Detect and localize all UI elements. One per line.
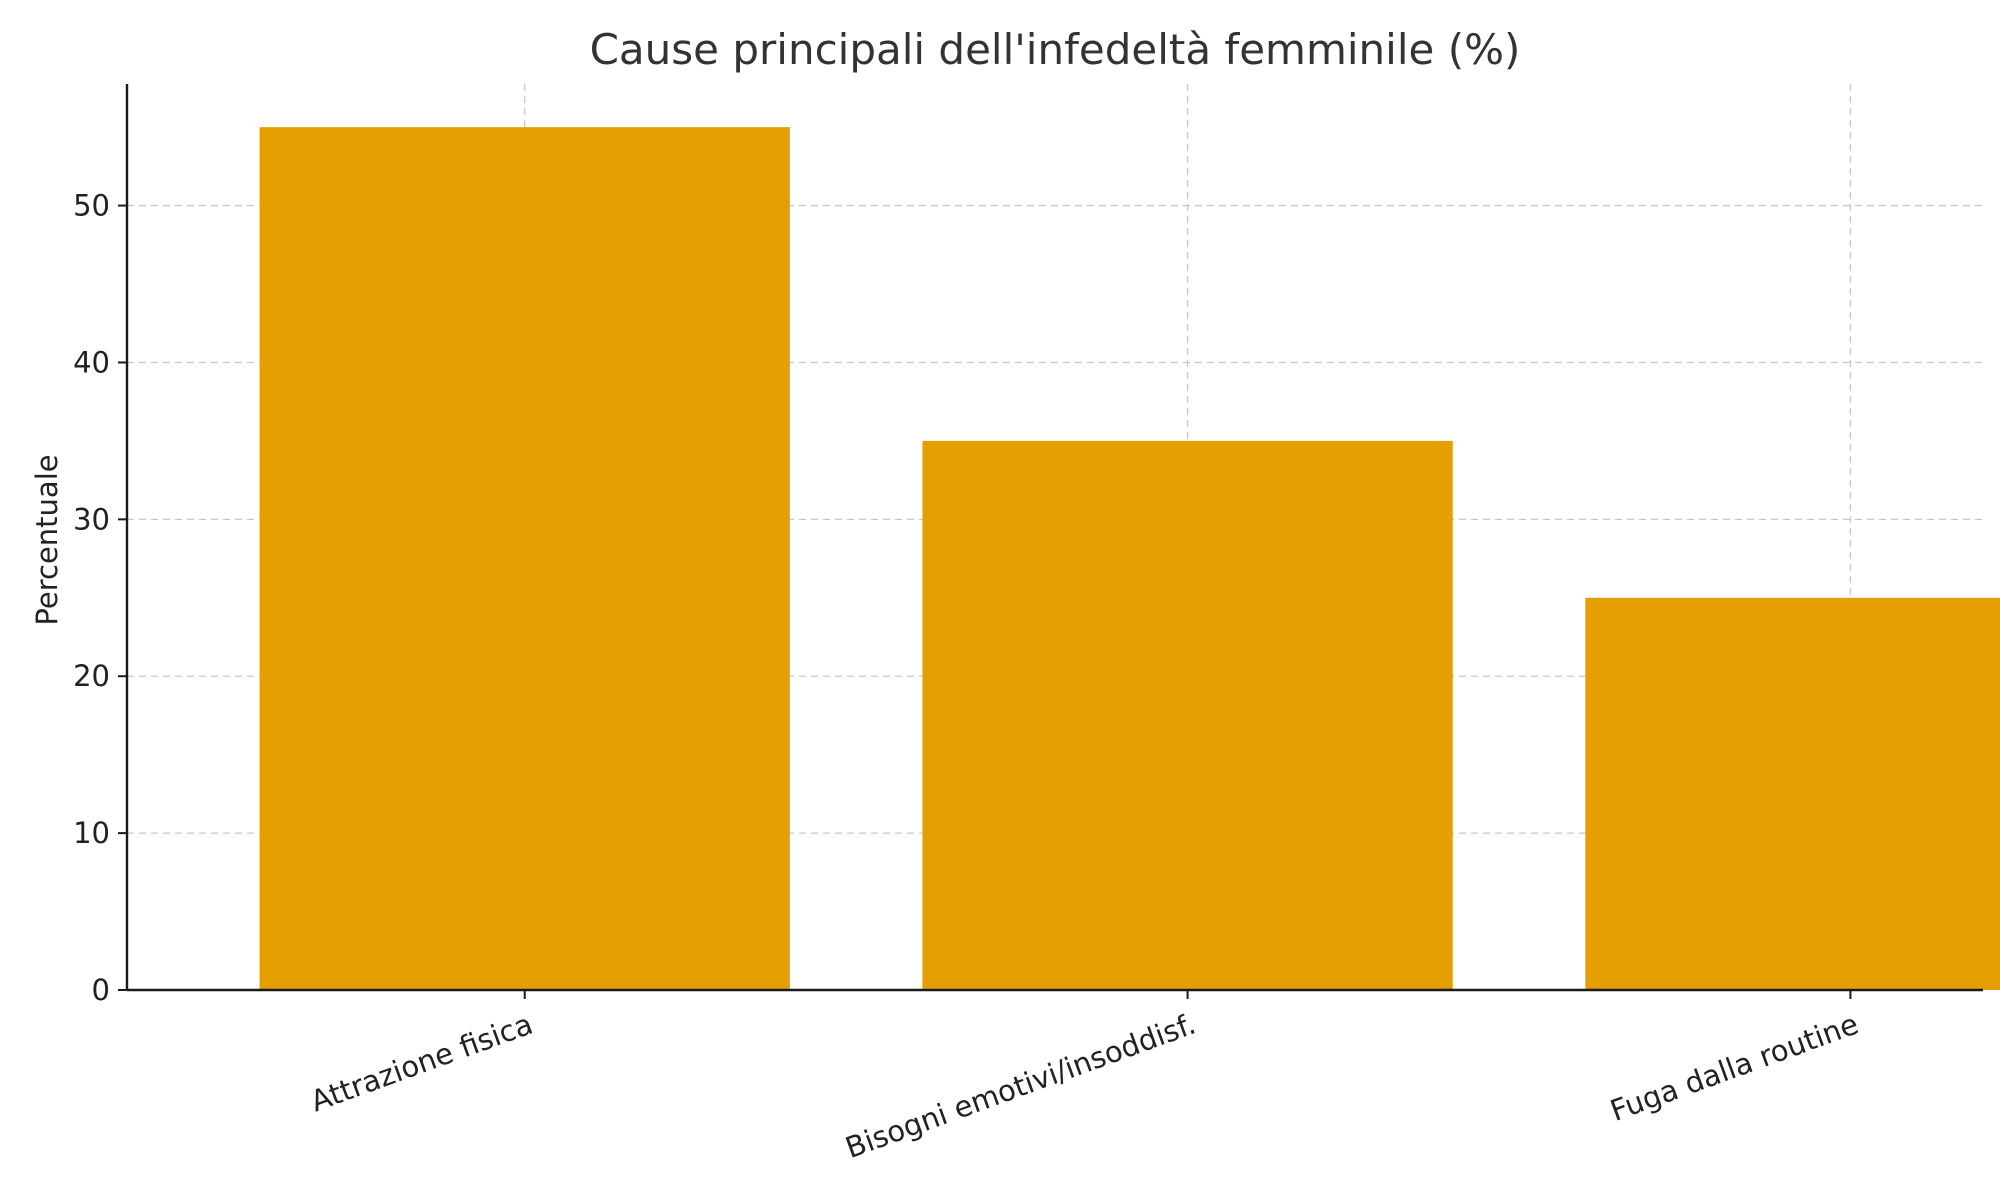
bar — [259, 127, 790, 990]
y-axis-label: Percentuale — [30, 454, 64, 625]
y-tick-label: 30 — [73, 502, 110, 536]
axes — [118, 84, 1983, 999]
y-tick-label: 40 — [73, 345, 110, 379]
x-tick-label: Fuga dalla routine — [1606, 1007, 1863, 1128]
y-tick-label: 20 — [73, 659, 110, 693]
y-tick-label: 50 — [73, 189, 110, 223]
bar — [1585, 597, 2000, 990]
y-tick-label: 10 — [73, 816, 110, 850]
x-tick-label: Bisogni emotivi/insoddisf. — [841, 1007, 1200, 1165]
y-tick-label: 0 — [92, 973, 110, 1007]
bar — [922, 440, 1453, 991]
bars — [259, 127, 2000, 991]
chart-title: Cause principali dell'infedeltà femminil… — [590, 25, 1521, 74]
x-tick-label: Attrazione fisica — [306, 1007, 537, 1119]
